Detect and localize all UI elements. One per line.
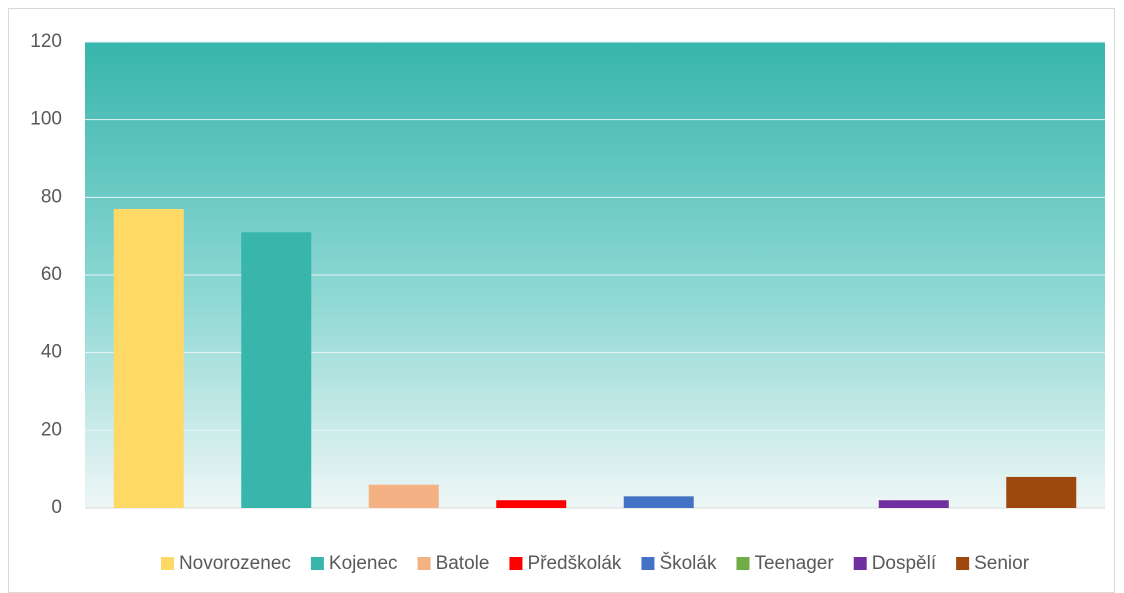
legend-label: Teenager bbox=[754, 553, 834, 574]
y-tick-label: 80 bbox=[41, 186, 62, 207]
legend-swatch bbox=[736, 557, 750, 570]
legend-label: Batole bbox=[436, 553, 490, 574]
bar bbox=[623, 496, 694, 508]
legend-label: Školák bbox=[659, 552, 717, 574]
y-tick-label: 40 bbox=[41, 342, 62, 363]
bar bbox=[496, 500, 567, 508]
legend-swatch bbox=[509, 557, 523, 570]
legend-swatch bbox=[160, 557, 174, 570]
bar bbox=[113, 208, 184, 508]
legend-label: Senior bbox=[974, 553, 1030, 574]
y-tick-label: 100 bbox=[30, 109, 62, 130]
legend-label: Dospělí bbox=[872, 553, 937, 574]
bar bbox=[1006, 476, 1077, 508]
y-tick-label: 0 bbox=[51, 497, 62, 518]
bar bbox=[368, 484, 439, 508]
legend-swatch bbox=[310, 557, 324, 570]
y-tick-label: 60 bbox=[41, 264, 62, 285]
legend-label: Kojenec bbox=[329, 553, 398, 574]
legend-swatch bbox=[641, 557, 655, 570]
legend-swatch bbox=[417, 557, 431, 570]
legend-swatch bbox=[853, 557, 867, 570]
y-tick-label: 120 bbox=[30, 31, 62, 52]
bar bbox=[241, 232, 312, 509]
bar bbox=[878, 500, 949, 508]
legend-swatch bbox=[956, 557, 970, 570]
y-tick-label: 20 bbox=[41, 419, 62, 440]
legend-label: Předškolák bbox=[527, 553, 621, 574]
legend-label: Novorozenec bbox=[179, 553, 291, 574]
